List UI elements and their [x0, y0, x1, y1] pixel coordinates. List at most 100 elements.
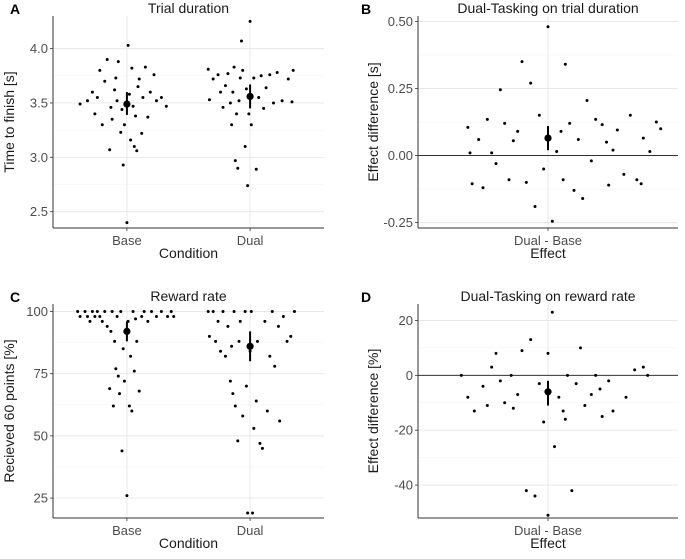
- data-point: [641, 136, 645, 140]
- data-point: [468, 151, 472, 155]
- data-point: [211, 309, 215, 313]
- y-tick-label: 100: [26, 304, 48, 319]
- data-point: [246, 184, 250, 188]
- panel-b: -0.25 0.00 0.25 0.50 Dual - Base Dual-Tasking…: [361, 0, 678, 261]
- data-point: [152, 73, 156, 77]
- data-point: [119, 130, 123, 134]
- data-point: [559, 129, 563, 133]
- data-point: [108, 148, 112, 152]
- y-tick-label: 0: [406, 368, 413, 383]
- x-tick-label: Dual - Base: [514, 523, 582, 538]
- data-point: [241, 68, 245, 72]
- data-point: [498, 88, 502, 92]
- data-point: [533, 494, 537, 498]
- data-point: [635, 178, 639, 182]
- data-point: [78, 102, 82, 106]
- panel-title: Dual-Tasking on reward rate: [460, 288, 635, 304]
- data-point: [238, 76, 242, 80]
- panel-tag: A: [10, 1, 20, 17]
- data-point: [611, 409, 615, 413]
- data-point: [236, 439, 240, 443]
- data-point: [459, 373, 463, 377]
- data-point: [118, 392, 122, 396]
- data-point: [520, 60, 524, 64]
- data-point: [221, 105, 225, 109]
- data-point: [252, 426, 256, 430]
- data-point: [246, 511, 250, 515]
- data-point: [113, 339, 117, 343]
- data-point: [116, 60, 120, 64]
- data-point: [122, 123, 126, 127]
- data-point: [114, 76, 118, 80]
- data-point: [85, 314, 89, 318]
- y-axis-title: Effect difference [s]: [365, 62, 381, 181]
- data-point: [150, 309, 154, 313]
- data-point: [78, 314, 82, 318]
- data-point: [529, 81, 533, 85]
- data-point: [127, 404, 131, 408]
- data-point: [146, 115, 150, 119]
- mean-point: [544, 388, 552, 396]
- data-point: [137, 389, 141, 393]
- data-point: [291, 68, 295, 72]
- data-point: [127, 92, 131, 96]
- data-point: [520, 349, 524, 353]
- y-tick-label: -0.25: [383, 215, 413, 230]
- data-point: [141, 96, 145, 100]
- y-tick-label: 3.5: [30, 95, 48, 110]
- x-axis-title: Condition: [159, 535, 218, 551]
- data-point: [594, 373, 598, 377]
- data-point: [594, 117, 598, 121]
- data-point: [574, 382, 578, 386]
- data-point: [581, 196, 585, 200]
- data-point: [254, 399, 258, 403]
- data-point: [130, 409, 134, 413]
- data-point: [238, 319, 242, 323]
- data-point: [159, 96, 163, 100]
- data-point: [228, 379, 232, 383]
- data-point: [207, 334, 211, 338]
- data-point: [546, 25, 550, 29]
- data-point: [121, 163, 125, 167]
- data-point: [265, 409, 269, 413]
- data-point: [648, 150, 652, 154]
- data-point: [148, 90, 152, 94]
- data-point: [249, 123, 253, 127]
- data-point: [600, 123, 604, 127]
- y-tick-label: 4.0: [30, 41, 48, 56]
- data-point: [251, 511, 255, 515]
- data-point: [164, 104, 168, 108]
- data-point: [529, 338, 533, 342]
- data-point: [585, 99, 589, 103]
- x-axis-title: Effect: [530, 245, 566, 261]
- data-point: [206, 309, 210, 313]
- data-point: [248, 19, 252, 23]
- y-tick-label: 0.50: [388, 14, 413, 29]
- data-point: [98, 68, 102, 72]
- data-point: [95, 96, 99, 100]
- data-point: [262, 106, 266, 110]
- data-point: [511, 139, 515, 143]
- data-point: [206, 67, 210, 71]
- panel-c: 25 50 75 100 Base Dual Reward rate C Condition Re…: [1, 288, 324, 551]
- data-point: [533, 205, 537, 209]
- data-point: [641, 365, 645, 369]
- data-point: [135, 339, 139, 343]
- data-point: [628, 113, 632, 117]
- data-point: [611, 148, 615, 152]
- data-point: [115, 314, 119, 318]
- data-point: [172, 314, 176, 318]
- data-point: [507, 178, 511, 182]
- data-point: [275, 71, 279, 75]
- data-point: [93, 112, 97, 116]
- data-point: [600, 414, 604, 418]
- data-point: [537, 382, 541, 386]
- data-point: [226, 324, 230, 328]
- panel-tag: D: [361, 289, 371, 305]
- x-tick-label: Dual - Base: [514, 233, 582, 248]
- data-point: [654, 120, 658, 124]
- data-point: [169, 309, 173, 313]
- data-point: [241, 414, 245, 418]
- data-point: [237, 339, 241, 343]
